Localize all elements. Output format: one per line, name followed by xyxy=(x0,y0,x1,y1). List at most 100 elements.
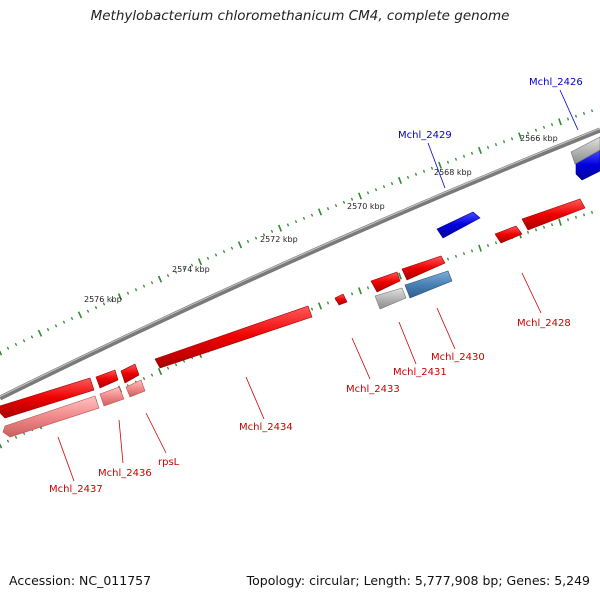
tick-mark xyxy=(86,309,90,313)
tick-mark xyxy=(310,307,314,311)
tick-mark xyxy=(142,284,146,288)
tick-mark xyxy=(302,216,306,220)
tick-mark xyxy=(397,176,403,184)
gene-label-mchl-2431[interactable]: Mchl_2431 xyxy=(393,367,447,378)
tick-mark xyxy=(590,210,594,214)
tick-mark xyxy=(30,335,34,339)
tick-mark xyxy=(542,225,546,229)
leader-line xyxy=(427,142,446,189)
tick-mark xyxy=(294,220,298,224)
tick-mark xyxy=(77,311,83,319)
tick-mark xyxy=(0,443,3,449)
gene-mchl-2437-b[interactable] xyxy=(2,395,100,438)
gene-label-mchl-2430[interactable]: Mchl_2430 xyxy=(431,352,485,363)
scale-label: 2572 kbp xyxy=(260,235,298,244)
tick-mark xyxy=(558,118,562,126)
gene-mchl-2430[interactable] xyxy=(401,255,446,281)
tick-mark xyxy=(534,228,538,232)
tick-mark xyxy=(398,272,402,280)
tick-mark xyxy=(254,236,258,240)
tick-mark xyxy=(102,302,106,306)
map-title: Methylobacterium chloromethanicum CM4, c… xyxy=(90,8,510,24)
tick-mark xyxy=(206,256,210,260)
tick-mark xyxy=(46,327,50,332)
gene-mchl-2430-b[interactable] xyxy=(404,270,453,299)
gene-label-mchl-2434[interactable]: Mchl_2434 xyxy=(239,422,293,433)
scale-label: 2566 kbp xyxy=(520,134,558,143)
gene-mchl-2433[interactable] xyxy=(334,293,348,306)
tick-mark xyxy=(174,270,178,274)
tick-mark xyxy=(430,166,434,170)
tick-mark xyxy=(70,316,74,321)
tick-mark xyxy=(406,175,410,179)
gene-label-mchl-2428[interactable]: Mchl_2428 xyxy=(517,318,571,329)
gene-rpsL-b[interactable] xyxy=(125,379,146,398)
tick-mark xyxy=(277,224,283,232)
gene-label-mchl-2436[interactable]: Mchl_2436 xyxy=(98,468,152,479)
tick-mark xyxy=(374,188,378,192)
genome-backbone xyxy=(0,127,600,401)
tick-mark xyxy=(366,191,370,195)
tick-mark xyxy=(14,342,18,346)
leader-line xyxy=(118,419,124,464)
tick-mark xyxy=(166,274,170,278)
gene-mchl-2437[interactable] xyxy=(0,377,95,419)
tick-mark xyxy=(510,137,514,141)
gene-mchl-2436-b[interactable] xyxy=(99,386,125,407)
tick-mark xyxy=(486,145,490,150)
gene-mchl-2436[interactable] xyxy=(95,369,119,389)
gene-mchl-2429[interactable] xyxy=(436,211,481,239)
tick-mark xyxy=(150,281,154,285)
tick-mark xyxy=(0,350,3,356)
gene-mchl-2434[interactable] xyxy=(154,305,313,369)
tick-mark xyxy=(326,207,330,211)
tick-mark xyxy=(134,288,138,292)
gene-mchl-2428-b[interactable] xyxy=(494,225,523,244)
tick-mark xyxy=(558,218,562,226)
tick-mark xyxy=(390,181,394,186)
tick-mark xyxy=(286,223,290,227)
tick-mark xyxy=(357,192,363,200)
tick-mark xyxy=(526,230,530,234)
tick-mark xyxy=(14,435,18,439)
tick-mark xyxy=(574,114,578,118)
tick-mark xyxy=(526,131,530,135)
gene-mchl-2431[interactable] xyxy=(370,271,401,293)
tick-mark xyxy=(582,213,586,217)
gene-rpsL[interactable] xyxy=(120,363,140,384)
leader-line xyxy=(245,376,265,420)
tick-mark xyxy=(574,215,578,219)
tick-mark xyxy=(486,243,490,248)
tick-mark xyxy=(6,346,10,350)
tick-mark xyxy=(470,249,474,253)
tick-mark xyxy=(342,200,346,204)
tick-mark xyxy=(214,253,218,257)
tick-mark xyxy=(414,172,418,176)
gene-label-mchl-2426[interactable]: Mchl_2426 xyxy=(529,77,583,88)
gene-mchl-2431-b[interactable] xyxy=(374,287,407,310)
tick-mark xyxy=(62,320,66,324)
gene-label-mchl-2433[interactable]: Mchl_2433 xyxy=(346,384,400,395)
tick-mark xyxy=(230,246,234,250)
tick-mark xyxy=(126,291,130,295)
tick-mark xyxy=(494,241,498,245)
tick-mark xyxy=(494,143,498,147)
tick-mark xyxy=(317,208,323,216)
tick-mark xyxy=(358,287,362,295)
gene-mchl-2426-b[interactable] xyxy=(570,136,600,165)
tick-mark xyxy=(6,439,10,443)
tick-mark xyxy=(454,254,458,258)
tick-mark xyxy=(478,244,482,252)
tick-mark xyxy=(566,117,570,121)
tick-mark xyxy=(438,161,442,169)
scale-label: 2574 kbp xyxy=(172,265,210,274)
tick-mark xyxy=(317,302,323,310)
scale-label: 2568 kbp xyxy=(434,168,472,177)
gene-label-mchl-2437[interactable]: Mchl_2437 xyxy=(49,484,103,495)
gene-label-mchl-2429[interactable]: Mchl_2429 xyxy=(398,130,452,141)
tick-mark xyxy=(462,154,466,158)
tick-marks xyxy=(0,109,594,449)
gene-mchl-2428[interactable] xyxy=(521,198,586,231)
gene-label-rpsL[interactable]: rpsL xyxy=(158,457,180,468)
